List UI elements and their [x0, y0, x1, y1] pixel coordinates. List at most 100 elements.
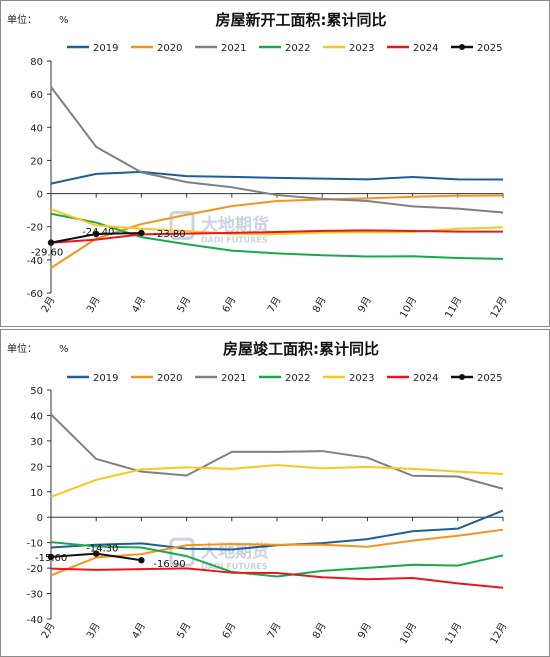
y-tick-label: -30 [27, 590, 43, 601]
chart-title: 房屋竣工面积:累计同比 [223, 340, 379, 358]
legend-label: 2021 [221, 43, 246, 54]
legend-label: 2019 [93, 43, 118, 54]
legend-label: 2025 [477, 43, 502, 54]
x-tick-label: 8月 [310, 295, 329, 315]
legend-item: 2021 [195, 43, 246, 54]
x-tick-label: 5月 [175, 295, 194, 315]
x-tick-label: 8月 [310, 621, 329, 641]
x-tick-label: 6月 [220, 621, 239, 641]
x-tick-label: 3月 [84, 295, 103, 315]
y-tick-label: 20 [30, 462, 43, 473]
y-tick-label: 20 [30, 156, 43, 167]
y-tick-label: 60 [30, 90, 43, 101]
unit-symbol: % [59, 344, 69, 355]
series-line-2021 [50, 413, 504, 490]
y-tick-label: 30 [30, 437, 43, 448]
y-tick-label: 0 [37, 190, 43, 201]
y-tick-label: 50 [30, 386, 43, 397]
data-point-2025 [93, 550, 100, 557]
data-label: -16.90 [153, 559, 185, 570]
data-point-2025 [138, 229, 145, 237]
chart-title: 房屋新开工面积:累计同比 [216, 11, 387, 29]
unit-symbol: % [59, 15, 69, 26]
y-tick-label: 80 [30, 57, 43, 68]
series-line-2024 [50, 567, 504, 589]
x-tick-label: 7月 [265, 621, 284, 641]
legend-label: 2023 [349, 43, 374, 54]
legend-label: 2022 [285, 373, 310, 384]
data-point-2025 [93, 230, 100, 238]
x-tick-label: 11月 [443, 621, 465, 647]
legend-label: 2022 [285, 43, 310, 54]
legend-label: 2020 [157, 43, 182, 54]
x-tick-label: 4月 [129, 621, 148, 641]
legend-label: 2025 [477, 373, 502, 384]
legend-item: 2021 [195, 373, 246, 384]
series-line-2020 [50, 194, 504, 269]
series-line-2020 [50, 528, 504, 577]
x-tick-label: 9月 [355, 295, 374, 315]
watermark-name: 大地期货 [201, 214, 269, 235]
y-tick-label: -40 [27, 256, 43, 267]
watermark-logo-icon [169, 210, 195, 240]
y-tick-label: -40 [27, 615, 43, 626]
data-point-2025 [47, 553, 55, 561]
legend-marker [459, 374, 465, 380]
legend-item: 2024 [387, 43, 438, 54]
series-line-2024 [50, 229, 503, 244]
data-label: -15.60 [35, 553, 67, 564]
y-tick-label: 10 [30, 488, 43, 499]
x-tick-label: 4月 [129, 295, 148, 315]
series-line-2021 [50, 86, 504, 214]
x-tick-label: 12月 [488, 295, 510, 321]
legend-item: 2023 [323, 373, 374, 384]
x-tick-label: 3月 [84, 621, 103, 641]
chart-panel-new-starts: 单位： % 房屋新开工面积:累计同比 大地期货 DADI FUTURES -60 -4… [0, 0, 550, 327]
legend-item: 2024 [387, 373, 438, 384]
data-label: -23.80 [153, 229, 185, 240]
legend-item: 2025 [451, 373, 502, 384]
legend-label: 2021 [221, 373, 246, 384]
legend-label: 2020 [157, 373, 182, 384]
series-line-2022 [50, 212, 504, 260]
x-tick-label: 6月 [220, 295, 239, 315]
legend-item: 2022 [259, 43, 310, 54]
unit-label: 单位： [7, 342, 37, 355]
legend-label: 2019 [93, 373, 118, 384]
y-tick-label: -10 [27, 539, 43, 550]
series-line-2019 [50, 170, 504, 185]
series-line-2023 [50, 464, 504, 498]
x-tick-label: 10月 [397, 621, 419, 647]
legend-item: 2020 [131, 373, 182, 384]
legend-label: 2024 [413, 43, 438, 54]
x-tick-label: 9月 [355, 621, 374, 641]
y-tick-label: -60 [27, 289, 43, 300]
chart-panel-completions: 单位： % 房屋竣工面积:累计同比 大地期货 DADI FUTURES -40 -30… [0, 329, 550, 657]
legend-label: 2023 [349, 373, 374, 384]
y-tick-label: 40 [30, 123, 43, 134]
legend-item: 2019 [67, 373, 118, 384]
x-tick-label: 11月 [443, 295, 465, 321]
y-tick-label: -20 [27, 564, 43, 575]
data-label: -29.60 [31, 248, 63, 259]
data-label: -14.30 [86, 544, 118, 555]
x-tick-label: 7月 [265, 295, 284, 315]
x-tick-label: 10月 [397, 295, 419, 321]
data-label: -24.40 [82, 227, 114, 238]
legend-item: 2023 [323, 43, 374, 54]
legend-label: 2024 [413, 373, 438, 384]
x-tick-label: 5月 [175, 621, 194, 641]
legend-item: 2020 [131, 43, 182, 54]
series-line-2022 [50, 541, 504, 578]
data-point-2025 [138, 557, 145, 564]
legend-item: 2022 [259, 373, 310, 384]
watermark-sub: DADI FUTURES [201, 562, 268, 571]
y-tick-label: 0 [37, 513, 43, 524]
legend-item: 2025 [451, 43, 502, 54]
unit-label: 单位： [7, 13, 37, 26]
series-line-2019 [50, 509, 504, 551]
watermark-name: 大地期货 [201, 541, 269, 562]
